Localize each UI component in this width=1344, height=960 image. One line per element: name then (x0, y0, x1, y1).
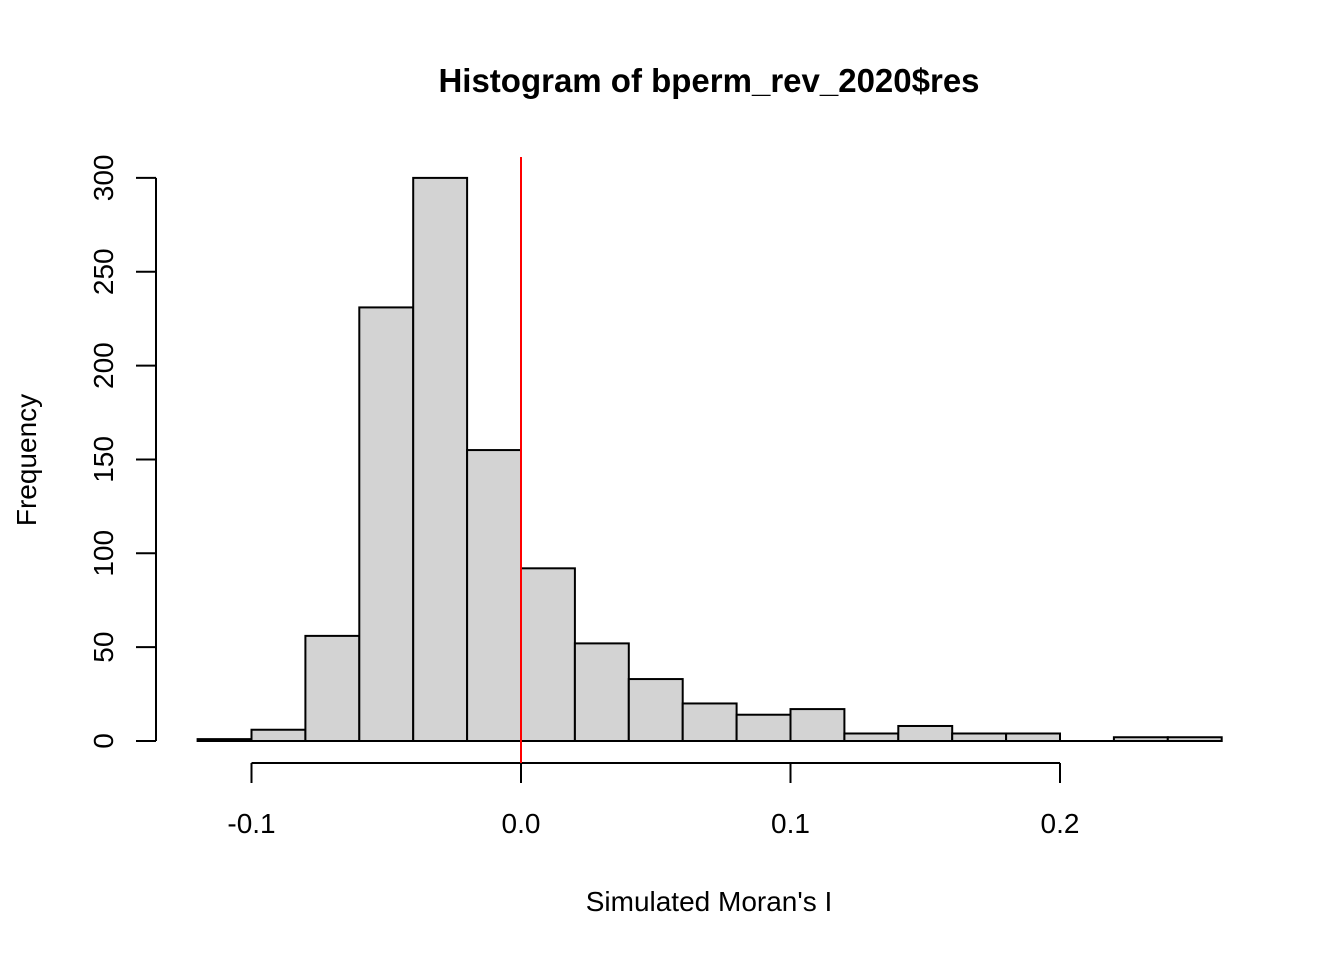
x-axis-label: Simulated Moran's I (586, 886, 833, 917)
y-tick-label: 50 (88, 632, 119, 663)
histogram-bar (412, 176, 469, 742)
x-tick-label: 0.2 (1041, 808, 1080, 839)
histogram-bar (789, 708, 846, 743)
chart-title: Histogram of bperm_rev_2020$res (438, 62, 979, 99)
y-tick-label: 0 (88, 733, 119, 749)
y-tick-label: 150 (88, 436, 119, 483)
histogram-bar (951, 732, 1008, 743)
histogram-bar (681, 702, 738, 743)
histogram-bar (627, 678, 684, 743)
histogram-bar (843, 732, 900, 743)
histogram-bar (1166, 736, 1223, 742)
y-axis-label: Frequency (11, 394, 42, 526)
y-axis: 0 50 100 150 200 250 300 (88, 155, 157, 749)
x-tick-label: 0.0 (502, 808, 541, 839)
histogram-bar (358, 306, 415, 742)
histogram-bar (897, 724, 954, 743)
histogram-bar (735, 713, 792, 742)
histogram-bar (466, 449, 523, 742)
y-tick-label: 200 (88, 342, 119, 389)
histogram-bar (520, 567, 576, 742)
y-tick-label: 300 (88, 155, 119, 202)
x-axis: -0.1 0.0 0.1 0.2 (227, 762, 1080, 839)
histogram-bars (196, 176, 1223, 743)
y-tick-label: 250 (88, 248, 119, 295)
histogram-bar (1005, 732, 1061, 743)
histogram-bar (250, 728, 307, 742)
x-tick-label: -0.1 (227, 808, 275, 839)
y-tick-label: 100 (88, 530, 119, 577)
histogram-bar (304, 634, 361, 742)
histogram-bar (196, 738, 253, 742)
histogram-bar (1112, 736, 1169, 742)
histogram-bar (573, 642, 630, 742)
x-tick-label: 0.1 (771, 808, 810, 839)
